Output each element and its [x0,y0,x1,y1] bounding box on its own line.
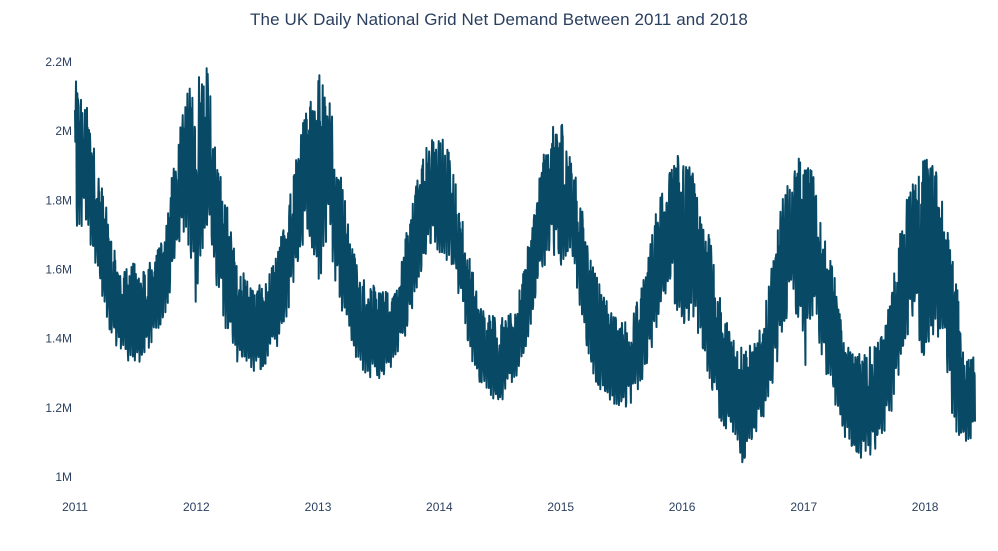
chart-title: The UK Daily National Grid Net Demand Be… [250,10,748,29]
x-tick-label: 2018 [912,500,939,514]
y-tick-label: 1.4M [45,332,72,346]
y-axis: 1M 1.2M 1.4M 1.6M 1.8M 2M 2.2M [45,55,72,484]
x-tick-label: 2014 [426,500,453,514]
x-tick-label: 2016 [669,500,696,514]
y-tick-label: 1.8M [45,193,72,207]
x-tick-label: 2013 [305,500,332,514]
x-tick-label: 2017 [790,500,817,514]
y-tick-label: 1.6M [45,263,72,277]
demand-series-line [74,67,976,464]
x-tick-label: 2012 [183,500,210,514]
x-tick-label: 2011 [62,500,88,514]
y-tick-label: 1.2M [45,401,72,415]
x-axis: 2011 2012 2013 2014 2015 2016 2017 2018 [62,500,939,514]
y-tick-label: 2.2M [45,55,72,69]
y-tick-label: 1M [55,470,72,484]
plot-area [74,67,976,464]
y-tick-label: 2M [55,124,72,138]
x-tick-label: 2015 [547,500,574,514]
